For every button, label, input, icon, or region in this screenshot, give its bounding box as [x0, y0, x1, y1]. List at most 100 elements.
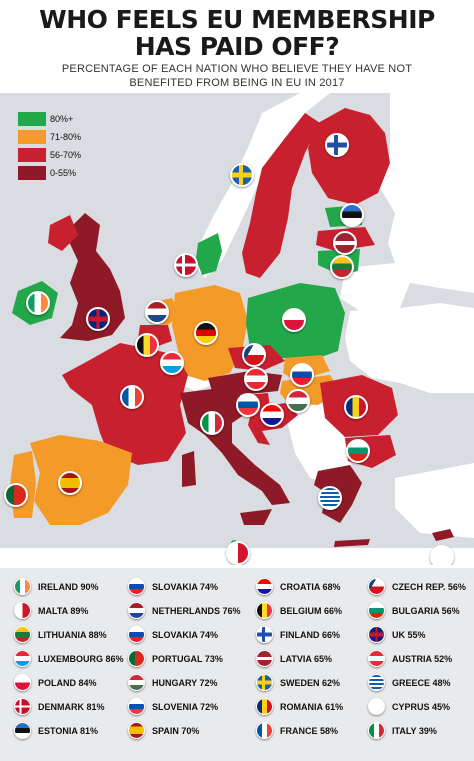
poland-flag-icon	[14, 674, 31, 691]
legend-label: 71-80%	[50, 132, 82, 142]
hungary-flag-icon	[128, 674, 145, 691]
country-label: SLOVAKIA 74%	[152, 630, 219, 640]
netherlands-flag-icon	[145, 300, 169, 324]
country-label: NETHERLANDS 76%	[152, 606, 241, 616]
country-list: IRELAND 90% MALTA 89% LITHUANIA 88% LUXE…	[0, 568, 474, 761]
country-label: LITHUANIA 88%	[38, 630, 107, 640]
uk-shape	[60, 213, 125, 341]
norway-land	[196, 93, 330, 278]
legend-swatch-0-55	[18, 166, 46, 180]
austria-flag-icon	[244, 367, 268, 391]
country-label: CROATIA 68%	[280, 582, 341, 592]
country-label: AUSTRIA 52%	[392, 654, 453, 664]
sweden-flag-icon	[230, 163, 254, 187]
legend-swatch-80-plus	[18, 112, 46, 126]
uk-flag-icon	[368, 626, 385, 643]
subtitle-line-1: PERCENTAGE OF EACH NATION WHO BELIEVE TH…	[61, 63, 413, 75]
belgium-flag-icon	[135, 333, 159, 357]
denmark-flag-icon	[174, 253, 198, 277]
scotland-shape	[48, 215, 78, 251]
country-label: PORTUGAL 73%	[152, 654, 223, 664]
belgium-flag-icon	[256, 602, 273, 619]
france-flag-icon	[256, 722, 273, 739]
subtitle-line-2: BENEFITED FROM BEING IN EU IN 2017	[129, 77, 345, 89]
greece-flag-icon	[368, 674, 385, 691]
netherlands-flag-icon	[128, 602, 145, 619]
country-label: IRELAND 90%	[38, 582, 99, 592]
country-label: CYPRUS 45%	[392, 702, 451, 712]
country-label: POLAND 84%	[38, 678, 97, 688]
portugal-flag-icon	[128, 650, 145, 667]
poland-flag-icon	[282, 308, 306, 332]
title-line-2: HAS PAID OFF?	[134, 32, 340, 61]
country-label: GREECE 48%	[392, 678, 451, 688]
slovenia-flag-icon	[128, 698, 145, 715]
portugal-flag-icon	[4, 483, 28, 507]
country-label: SWEDEN 62%	[280, 678, 341, 688]
croatia-flag-icon	[260, 403, 284, 427]
lithuania-flag-icon	[14, 626, 31, 643]
latvia-flag-icon	[333, 231, 357, 255]
country-label: ITALY 39%	[392, 726, 437, 736]
russia-land	[380, 93, 474, 293]
finland-shape	[308, 108, 390, 205]
crete-shape	[334, 539, 370, 547]
ukraine-land	[345, 303, 474, 393]
greece-flag-icon	[318, 486, 342, 510]
lithuania-flag-icon	[330, 255, 354, 279]
italy-flag-icon	[200, 411, 224, 435]
country-label: SLOVENIA 72%	[152, 702, 219, 712]
country-label: BULGARIA 56%	[392, 606, 460, 616]
czech-flag-icon	[368, 578, 385, 595]
turkey-land	[395, 463, 474, 538]
legend-swatch-56-70	[18, 148, 46, 162]
legend-swatch-71-80	[18, 130, 46, 144]
country-label: BELGIUM 66%	[280, 606, 343, 616]
country-label: UK 55%	[392, 630, 426, 640]
country-label: LATVIA 65%	[280, 654, 333, 664]
belarus-land	[340, 263, 410, 311]
spain-flag-icon	[128, 722, 145, 739]
finland-flag-icon	[256, 626, 273, 643]
country-label: FINLAND 66%	[280, 630, 341, 640]
sardinia-shape	[182, 451, 196, 487]
czech-flag-icon	[242, 343, 266, 367]
title-line-1: WHO FEELS EU MEMBERSHIP	[39, 5, 435, 34]
denmark-flag-icon	[14, 698, 31, 715]
sicily-shape	[240, 509, 272, 525]
country-label: SPAIN 70%	[152, 726, 200, 736]
estonia-flag-icon	[14, 722, 31, 739]
slovakia-flag-icon	[128, 578, 145, 595]
slovenia-flag-icon	[236, 393, 260, 417]
country-label: ESTONIA 81%	[38, 726, 99, 736]
latvia-flag-icon	[256, 650, 273, 667]
country-label: LUXEMBOURG 86%	[38, 654, 124, 664]
country-label: SLOVAKIA 74%	[152, 582, 219, 592]
legend-item-80-plus: 80%+	[18, 112, 86, 126]
bulgaria-flag-icon	[368, 602, 385, 619]
cyprus-flag-icon	[368, 698, 385, 715]
france-flag-icon	[120, 385, 144, 409]
croatia-flag-icon	[256, 578, 273, 595]
romania-flag-icon	[344, 395, 368, 419]
country-label: DENMARK 81%	[38, 702, 105, 712]
legend-label: 56-70%	[50, 150, 82, 160]
legend-item-71-80: 71-80%	[18, 130, 86, 144]
luxembourg-flag-icon	[160, 351, 184, 375]
slovakia-flag-icon	[128, 626, 145, 643]
europe-map: 80%+ 71-80% 56-70% 0-55%	[0, 93, 474, 565]
malta-flag-icon	[226, 541, 250, 565]
country-label: HUNGARY 72%	[152, 678, 218, 688]
country-label: MALTA 89%	[38, 606, 89, 616]
spain-flag-icon	[58, 471, 82, 495]
legend-label: 80%+	[50, 114, 74, 124]
legend-item-56-70: 56-70%	[18, 148, 86, 162]
hungary-flag-icon	[286, 389, 310, 413]
ireland-flag-icon	[14, 578, 31, 595]
germany-flag-icon	[194, 321, 218, 345]
sweden-shape	[242, 113, 320, 278]
country-label: FRANCE 58%	[280, 726, 339, 736]
slovakia-flag-icon	[290, 363, 314, 387]
denmark-shape	[196, 233, 222, 275]
